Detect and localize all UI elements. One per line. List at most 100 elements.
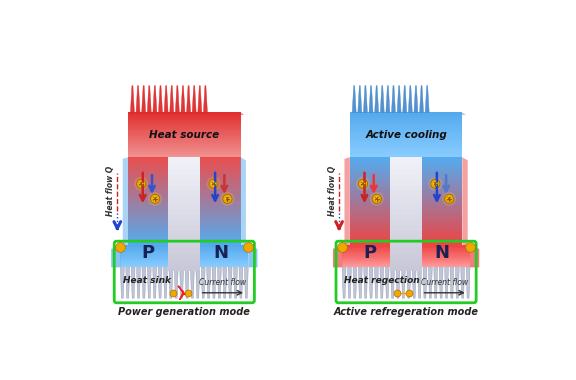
Bar	[350, 157, 390, 160]
Bar	[168, 248, 200, 254]
Bar	[350, 174, 390, 178]
Bar	[350, 112, 463, 114]
Bar	[422, 184, 463, 187]
Bar	[200, 207, 241, 211]
Bar	[128, 152, 241, 154]
Bar	[200, 234, 241, 237]
Bar	[422, 169, 463, 172]
Polygon shape	[196, 268, 200, 298]
Bar	[200, 198, 241, 201]
Bar	[128, 213, 168, 216]
Bar	[342, 266, 470, 268]
Polygon shape	[439, 268, 443, 298]
Bar	[128, 184, 168, 187]
Bar	[120, 261, 248, 263]
Bar	[350, 119, 463, 122]
Bar	[200, 174, 241, 178]
Polygon shape	[353, 268, 357, 298]
Text: Heat flow Q: Heat flow Q	[106, 165, 115, 216]
Polygon shape	[456, 268, 459, 298]
Bar	[350, 142, 463, 145]
Bar	[422, 237, 463, 240]
Bar	[422, 201, 463, 204]
Polygon shape	[228, 268, 232, 298]
Bar	[168, 185, 200, 192]
Bar	[200, 192, 241, 196]
Polygon shape	[248, 246, 257, 268]
Polygon shape	[414, 86, 418, 112]
Polygon shape	[363, 86, 367, 112]
Circle shape	[148, 192, 162, 206]
Polygon shape	[333, 246, 342, 268]
Bar	[342, 254, 470, 255]
Bar	[128, 222, 168, 225]
Polygon shape	[131, 268, 135, 298]
Bar	[128, 242, 168, 246]
Polygon shape	[418, 268, 422, 298]
Bar	[128, 135, 241, 138]
Bar	[200, 213, 241, 216]
Bar	[342, 261, 470, 263]
Bar	[128, 201, 168, 204]
Bar	[350, 172, 390, 175]
Polygon shape	[147, 268, 151, 298]
Bar	[350, 195, 390, 199]
Circle shape	[433, 182, 438, 186]
Circle shape	[431, 179, 440, 188]
Bar	[128, 231, 168, 234]
Bar	[350, 180, 390, 184]
Polygon shape	[374, 268, 378, 298]
Bar	[128, 163, 168, 166]
Bar	[128, 169, 168, 172]
Polygon shape	[212, 268, 216, 298]
Bar	[200, 180, 241, 184]
Polygon shape	[137, 268, 141, 298]
Bar	[168, 191, 200, 197]
Bar	[200, 219, 241, 222]
Bar	[350, 139, 463, 141]
Bar	[342, 260, 470, 261]
Bar	[390, 180, 422, 186]
Bar	[350, 222, 390, 225]
Bar	[350, 204, 390, 207]
Polygon shape	[423, 268, 427, 298]
Bar	[350, 207, 390, 211]
Bar	[128, 157, 168, 160]
Bar	[128, 225, 168, 228]
Polygon shape	[175, 268, 178, 298]
Bar	[128, 119, 241, 122]
Bar	[168, 242, 200, 249]
Polygon shape	[187, 86, 191, 112]
Bar	[128, 160, 168, 163]
Bar	[350, 125, 463, 127]
Bar	[120, 253, 248, 255]
Polygon shape	[147, 86, 151, 112]
Bar	[120, 263, 248, 264]
Bar	[128, 216, 168, 219]
Bar	[120, 260, 248, 261]
Bar	[128, 219, 168, 222]
Bar	[128, 137, 241, 139]
Bar	[128, 153, 241, 155]
Polygon shape	[358, 86, 362, 112]
Bar	[200, 242, 241, 246]
Bar	[128, 150, 241, 152]
Bar	[350, 155, 463, 157]
Bar	[128, 127, 241, 129]
Bar	[350, 116, 463, 118]
Bar	[350, 160, 390, 163]
Bar	[350, 219, 390, 222]
Bar	[422, 198, 463, 201]
Polygon shape	[445, 268, 449, 298]
Bar	[422, 234, 463, 237]
Text: Current flow: Current flow	[199, 279, 247, 287]
Bar	[390, 254, 422, 260]
Polygon shape	[178, 286, 185, 300]
Bar	[350, 213, 390, 216]
Bar	[350, 121, 463, 123]
Bar	[120, 257, 248, 259]
Bar	[200, 239, 241, 243]
Bar	[200, 160, 241, 163]
Bar	[128, 155, 241, 157]
Bar	[390, 157, 422, 163]
